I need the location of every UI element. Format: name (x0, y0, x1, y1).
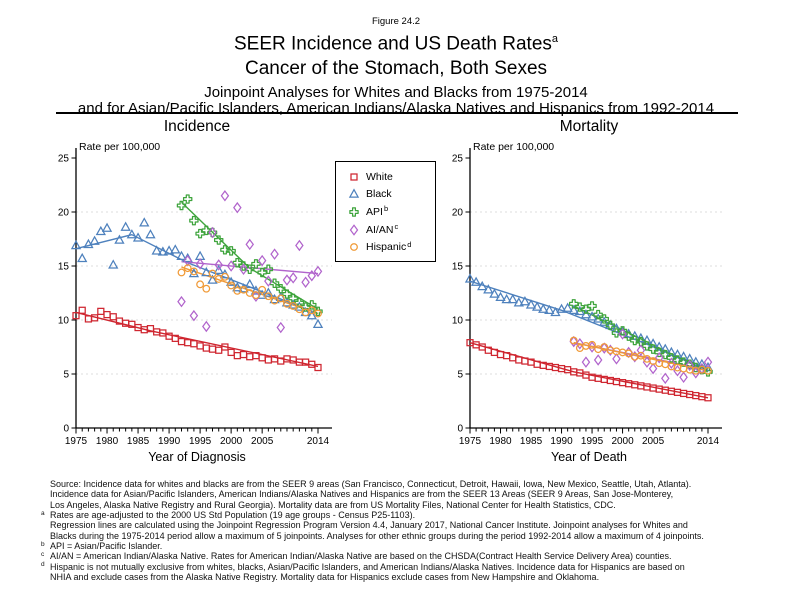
footnote-marker: d (41, 561, 45, 569)
svg-text:Rate per 100,000: Rate per 100,000 (79, 141, 160, 153)
footnote-text: Los Angeles, Alaska Native Registry and … (50, 499, 616, 510)
footnote-line: Incidence data for Asian/Pacific Islande… (40, 489, 760, 499)
svg-text:5: 5 (63, 370, 69, 381)
main-title: SEER Incidence and US Death Ratesa (0, 33, 792, 55)
footnote-line: c AI/AN = American Indian/Alaska Native. … (40, 550, 760, 562)
footnote-text: NHIA and exclude cases from the Alaska N… (50, 572, 600, 583)
cross-marker-icon (349, 207, 359, 217)
footnote-text: Rates are age-adjusted to the 2000 US St… (50, 510, 416, 521)
figure-label: Figure 24.2 (371, 16, 421, 27)
legend-label: Black (366, 188, 392, 201)
svg-text:10: 10 (452, 316, 464, 327)
footnote-line: Regression lines are calculated using th… (40, 520, 760, 530)
incidence-chart: 1975 1980 1985 1990 1995 2000 2005 2014 0 5 10 15 20… (58, 118, 332, 464)
series-api (569, 299, 713, 377)
footnote-text: Source: Incidence data for whites and bl… (50, 479, 692, 489)
triangle-marker-icon (348, 188, 360, 199)
footnote-text: Incidence data for Asian/Pacific Islande… (50, 489, 674, 500)
footnote-text: API = Asian/Pacific Islander. (50, 541, 163, 552)
footnote-line: d Hispanic is not mutually exclusive from… (40, 561, 760, 572)
svg-text:5: 5 (457, 370, 463, 381)
svg-text:1980: 1980 (489, 436, 512, 447)
footnote-line: b API = Asian/Pacific Islander. (40, 540, 760, 552)
svg-text:20: 20 (58, 208, 70, 219)
footnote-text: Blacks during the 1975-2014 period allow… (50, 530, 704, 541)
joinpoint-note-line1: Joinpoint Analyses for Whites and Blacks… (204, 84, 588, 101)
svg-text:1980: 1980 (96, 436, 119, 447)
subtitle-cancer-site: Cancer of the Stomach, Both Sexes (244, 58, 548, 79)
main-title-text: SEER Incidence and US Death Rates (233, 33, 552, 55)
svg-text:2014: 2014 (307, 436, 330, 447)
legend-footnote-marker: c (394, 222, 399, 232)
svg-text:25: 25 (452, 154, 464, 165)
legend-item-api: API b (336, 203, 435, 221)
diamond-marker-icon (349, 223, 359, 236)
legend-label: AI/AN (366, 223, 394, 236)
square-marker-icon (350, 173, 358, 181)
svg-text:Incidence: Incidence (164, 118, 230, 135)
chart-body: 1975 1980 1985 1990 1995 2000 2005 2014 0 5 10 15 20… (452, 118, 722, 464)
svg-text:1975: 1975 (459, 436, 482, 447)
svg-text:0: 0 (63, 424, 69, 435)
series-hispanic (177, 264, 322, 318)
legend-item-hispanic: Hispanic d (336, 238, 435, 256)
svg-text:2000: 2000 (611, 436, 634, 447)
series-white (72, 306, 322, 372)
footnote-line: Blacks during the 1975-2014 period allow… (40, 531, 760, 541)
legend-footnote-marker: b (383, 204, 389, 214)
title-footnote-marker: a (551, 33, 559, 45)
svg-text:1995: 1995 (581, 436, 604, 447)
footnote-line: NHIA and exclude cases from the Alaska N… (40, 572, 760, 582)
legend-footnote-marker: d (407, 239, 412, 249)
footnote-text: Hispanic is not mutually exclusive from … (50, 561, 685, 572)
footnote-marker: a (41, 509, 45, 517)
series-ai-an (177, 190, 323, 334)
legend-label: Hispanic (366, 241, 407, 254)
svg-text:Mortality: Mortality (560, 118, 619, 135)
legend: White Black API b AI/AN c Hispanic d (335, 161, 436, 262)
mortality-chart: 1975 1980 1985 1990 1995 2000 2005 2014 0 5 10 15 20… (452, 118, 722, 464)
footnote-text: AI/AN = American Indian/Alaska Native. R… (50, 551, 672, 562)
svg-text:15: 15 (58, 262, 70, 273)
footnote-line: Source: Incidence data for whites and bl… (40, 479, 760, 489)
svg-text:2000: 2000 (220, 436, 243, 447)
svg-text:25: 25 (58, 154, 70, 165)
svg-text:Year of Death: Year of Death (551, 450, 627, 464)
legend-item-white: White (336, 168, 435, 186)
footnote-marker: b (41, 540, 45, 548)
svg-text:Year of Diagnosis: Year of Diagnosis (148, 450, 246, 464)
joinpoint-note-line2: and for Asian/Pacific Islanders, America… (77, 100, 715, 117)
svg-text:2005: 2005 (642, 436, 665, 447)
svg-text:2005: 2005 (251, 436, 274, 447)
svg-text:10: 10 (58, 316, 70, 327)
footnote-marker: c (41, 550, 45, 558)
footnote-line: Los Angeles, Alaska Native Registry and … (40, 500, 760, 510)
svg-text:0: 0 (457, 424, 463, 435)
svg-text:1990: 1990 (550, 436, 573, 447)
legend-label: API (366, 205, 383, 218)
footnotes: Source: Incidence data for whites and bl… (40, 479, 760, 582)
svg-text:2014: 2014 (697, 436, 720, 447)
footnote-line: a Rates are age-adjusted to the 2000 US S… (40, 509, 760, 521)
svg-text:1985: 1985 (520, 436, 543, 447)
svg-text:1975: 1975 (65, 436, 88, 447)
legend-label: White (366, 170, 393, 183)
series-hispanic (569, 336, 712, 375)
circle-marker-icon (350, 243, 358, 252)
svg-text:15: 15 (452, 262, 464, 273)
svg-text:1990: 1990 (158, 436, 181, 447)
svg-text:1995: 1995 (189, 436, 212, 447)
footnote-text: Regression lines are calculated using th… (50, 520, 688, 531)
svg-text:20: 20 (452, 208, 464, 219)
chart-body: 1975 1980 1985 1990 1995 2000 2005 2014 0 5 10 15 20… (58, 118, 332, 464)
legend-item-black: Black (336, 186, 435, 204)
title-divider (56, 112, 738, 114)
svg-text:Rate per 100,000: Rate per 100,000 (473, 141, 554, 153)
svg-text:1985: 1985 (127, 436, 150, 447)
series-white (466, 339, 712, 402)
series-api (176, 194, 323, 317)
legend-item-ai-an: AI/AN c (336, 221, 435, 239)
